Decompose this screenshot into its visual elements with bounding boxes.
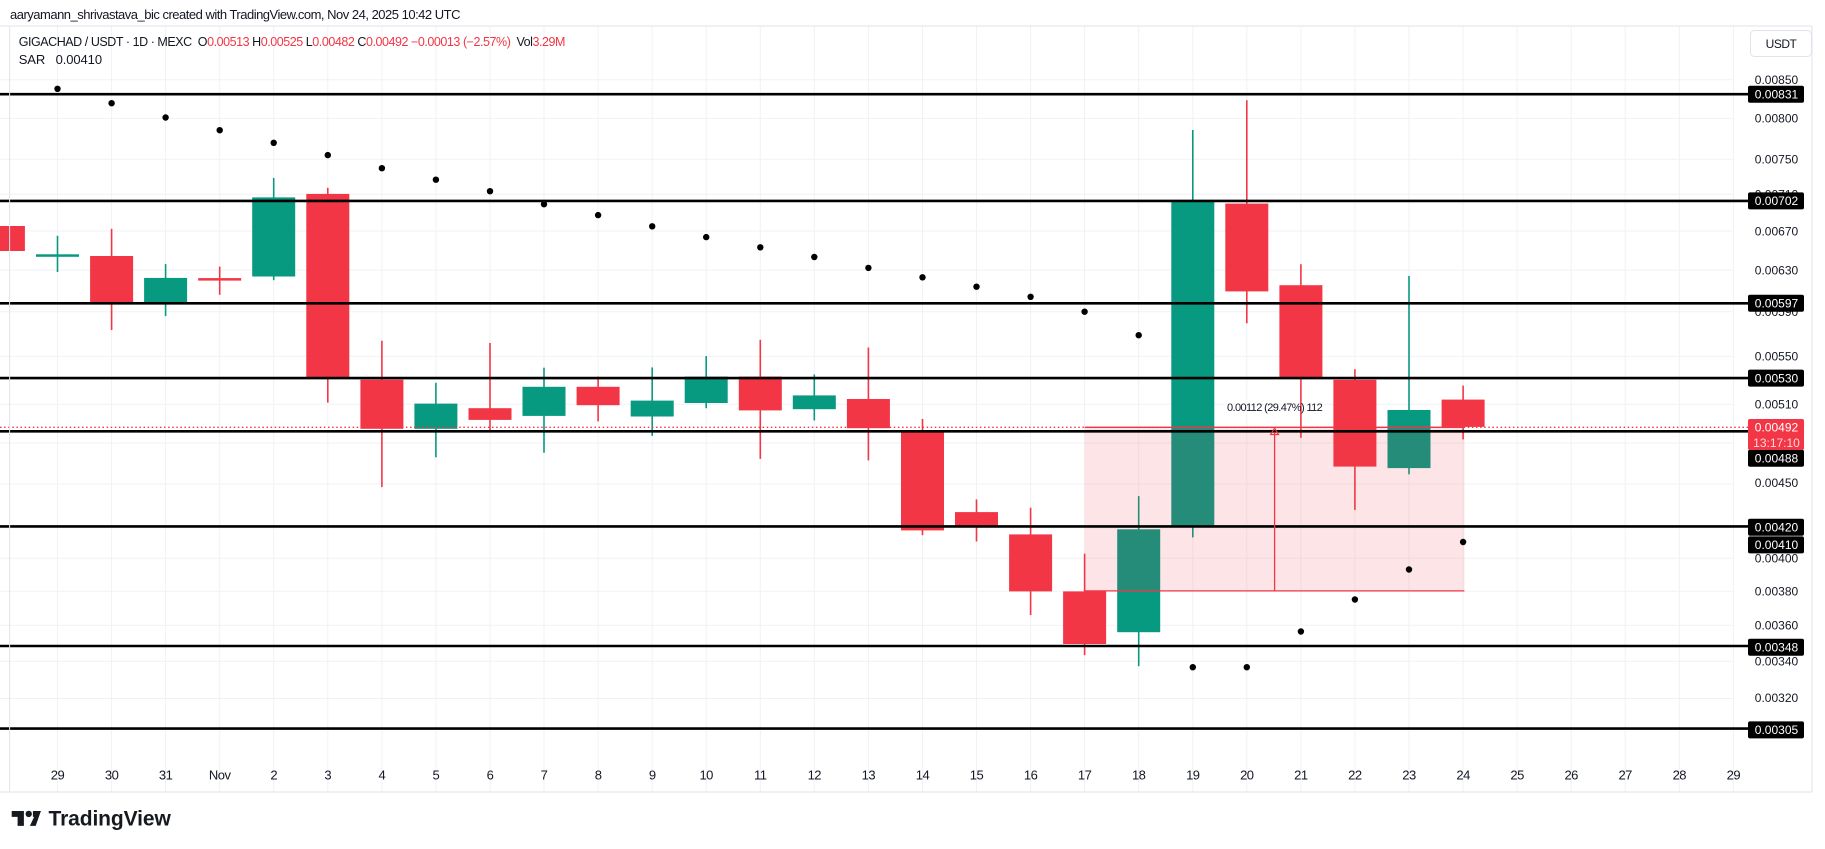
svg-text:GIGACHAD / USDT · 1D · MEXC O: GIGACHAD / USDT · 1D · MEXC O0.00513 H0.…	[19, 35, 565, 49]
svg-text:10: 10	[699, 768, 713, 783]
svg-text:21: 21	[1294, 768, 1308, 783]
svg-text:0.00400: 0.00400	[1755, 552, 1799, 566]
svg-text:aaryamann_shrivastava_bic crea: aaryamann_shrivastava_bic created with T…	[10, 7, 460, 22]
svg-text:23: 23	[1402, 768, 1416, 783]
svg-text:0.00850: 0.00850	[1755, 73, 1799, 87]
svg-text:0.00492: 0.00492	[1755, 421, 1799, 435]
svg-text:0.00702: 0.00702	[1755, 194, 1799, 208]
svg-text:0.00112 (29.47%) 112: 0.00112 (29.47%) 112	[1227, 402, 1323, 414]
svg-text:0.00360: 0.00360	[1755, 619, 1799, 633]
svg-text:0.00550: 0.00550	[1755, 350, 1799, 364]
svg-text:15: 15	[970, 768, 984, 783]
svg-text:0.00831: 0.00831	[1755, 88, 1799, 102]
svg-text:20: 20	[1240, 768, 1254, 783]
svg-text:0.00750: 0.00750	[1755, 153, 1799, 167]
svg-text:22: 22	[1348, 768, 1362, 783]
svg-text:0.00305: 0.00305	[1755, 723, 1799, 737]
svg-text:28: 28	[1673, 768, 1687, 783]
svg-text:0.00510: 0.00510	[1755, 398, 1799, 412]
svg-text:0.00488: 0.00488	[1755, 452, 1799, 466]
svg-text:0.00348: 0.00348	[1755, 641, 1799, 655]
svg-text:30: 30	[105, 768, 119, 783]
svg-text:9: 9	[649, 768, 656, 783]
svg-text:0.00800: 0.00800	[1755, 112, 1799, 126]
svg-text:12: 12	[808, 768, 822, 783]
svg-text:USDT: USDT	[1766, 37, 1798, 51]
svg-text:0.00410: 0.00410	[1755, 538, 1799, 552]
svg-text:19: 19	[1186, 768, 1200, 783]
svg-text:0.00380: 0.00380	[1755, 585, 1799, 599]
svg-text:14: 14	[916, 768, 930, 783]
svg-text:0.00340: 0.00340	[1755, 655, 1799, 669]
svg-text:3: 3	[324, 768, 331, 783]
svg-text:13: 13	[862, 768, 876, 783]
svg-text:29: 29	[51, 768, 65, 783]
svg-text:Nov: Nov	[209, 768, 232, 783]
svg-text:0.00597: 0.00597	[1755, 297, 1799, 311]
svg-text:31: 31	[159, 768, 173, 783]
svg-text:0.00670: 0.00670	[1755, 224, 1799, 238]
svg-text:0.00630: 0.00630	[1755, 263, 1799, 277]
svg-text:26: 26	[1564, 768, 1578, 783]
svg-text:0.00450: 0.00450	[1755, 476, 1799, 490]
svg-text:TradingView: TradingView	[49, 808, 172, 831]
svg-text:0.00320: 0.00320	[1755, 691, 1799, 705]
svg-text:6: 6	[487, 768, 494, 783]
svg-text:29: 29	[1727, 768, 1741, 783]
svg-text:SAR 0.00410: SAR 0.00410	[19, 52, 102, 67]
svg-text:0.00420: 0.00420	[1755, 521, 1799, 535]
svg-text:8: 8	[595, 768, 602, 783]
svg-text:27: 27	[1618, 768, 1632, 783]
svg-text:24: 24	[1456, 768, 1470, 783]
svg-text:18: 18	[1132, 768, 1146, 783]
svg-text:5: 5	[433, 768, 440, 783]
svg-text:0.00530: 0.00530	[1755, 371, 1799, 385]
svg-text:2: 2	[270, 768, 277, 783]
svg-text:4: 4	[379, 768, 386, 783]
svg-text:17: 17	[1078, 768, 1092, 783]
svg-text:13:17:10: 13:17:10	[1753, 436, 1800, 450]
svg-text:16: 16	[1024, 768, 1038, 783]
svg-text:11: 11	[754, 768, 767, 783]
svg-text:7: 7	[541, 768, 548, 783]
svg-text:25: 25	[1510, 768, 1524, 783]
